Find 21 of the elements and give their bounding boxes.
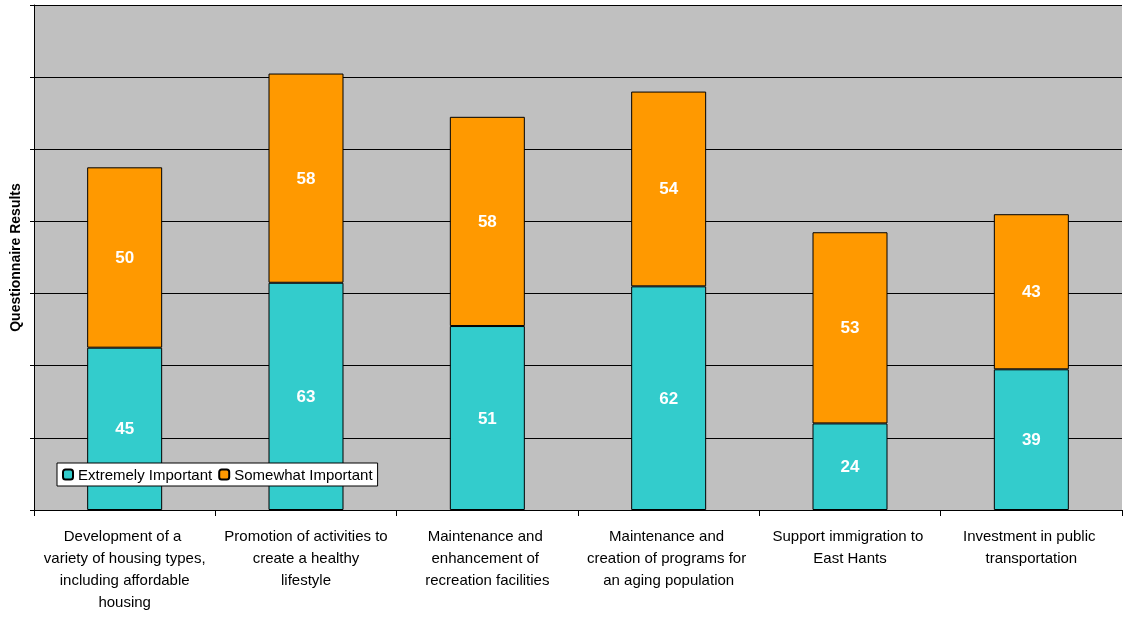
x-tick-label: Maintenance and creation of programs for an aging population [586, 526, 751, 588]
x-tick-label: Promotion of activities to create a healthy lifestyle [224, 526, 388, 588]
y-axis-title: Questionnaire Results [7, 182, 23, 332]
data-label: 63 [296, 386, 316, 406]
data-label: 62 [659, 388, 679, 408]
data-label: 24 [840, 457, 860, 477]
data-label: 43 [1021, 282, 1041, 302]
legend-label: Extremely Important [78, 466, 214, 483]
data-label: 51 [477, 408, 497, 428]
x-tick-label: Investment in public transportation [962, 526, 1100, 566]
data-label: 54 [659, 179, 679, 199]
x-tick-label: Support immigration to East Hants [772, 526, 928, 566]
data-label: 53 [840, 318, 860, 338]
data-label: 45 [115, 419, 135, 439]
data-label: 39 [1021, 430, 1041, 450]
x-tick-label: Maintenance and enhancement of recreation facilities [425, 526, 550, 588]
data-label: 58 [296, 168, 316, 188]
legend-label: Somewhat Important [234, 466, 374, 483]
data-label: 50 [115, 248, 135, 267]
x-tick-label: Development of a variety of housing types, including affordable housing [43, 526, 206, 610]
data-label: 58 [477, 211, 497, 231]
